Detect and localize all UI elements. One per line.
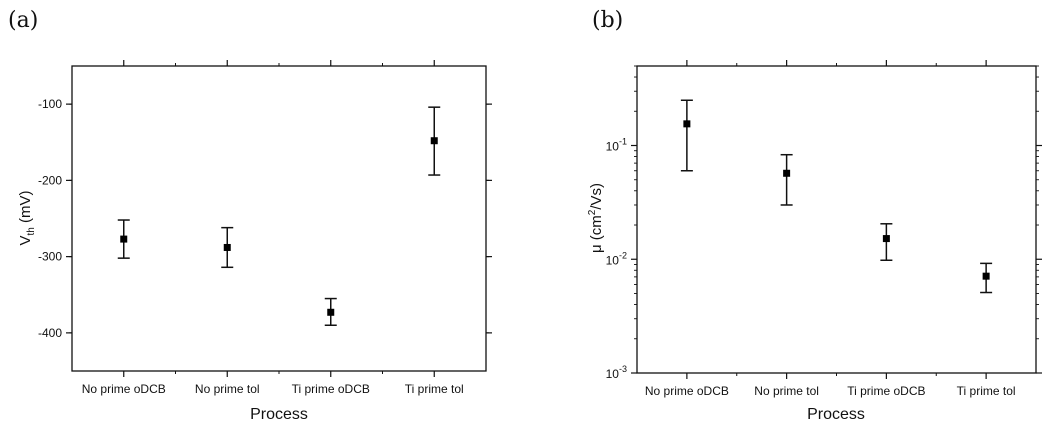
x-tick-label: No prime oDCB [645,384,729,398]
chart-b-y-axis-title: μ (cm2/Vs) [587,183,605,253]
y-tick-label: -300 [38,250,62,264]
y-tick-label-base: 10 [606,367,620,381]
y-tick-label: 10-2 [606,250,627,267]
y-tick-label-base: 10 [606,140,620,154]
y-tick-label: -400 [38,326,62,340]
chart-a-y-axis-title: Vth (mV) [17,190,37,245]
chart-a: No prime oDCB No prime tol Ti prime oDCB Ti… [38,60,492,396]
y-tick-label-exponent: -1 [619,137,627,147]
x-tick-label: Ti prime oDCB [847,384,925,398]
panel-label-b: (b) [592,8,624,33]
x-tick-label: No prime tol [195,382,260,396]
y-tick-label: -100 [38,97,62,111]
data-point [683,120,691,128]
y-tick-label: 10-1 [606,137,627,154]
y-tick-label-exponent: -2 [619,250,627,260]
chart-b-plot-frame [636,65,1037,374]
data-point [882,235,890,243]
data-point [223,243,231,251]
data-point [982,272,990,280]
data-point [783,169,791,177]
y-tick-label: -200 [38,173,62,187]
chart-a-plot-frame [71,65,487,372]
chart-b: No prime oDCB No prime tol Ti prime oDCB Ti… [606,60,1042,398]
y-tick-label-base: 10 [606,253,620,267]
x-tick-label: Ti prime tol [957,384,1016,398]
data-point [430,137,438,145]
data-point [327,308,335,316]
x-tick-label: Ti prime oDCB [292,382,370,396]
y-tick-label: 10-3 [606,364,627,381]
y-tick-label-exponent: -3 [619,364,627,374]
chart-a-x-axis-title: Process [250,406,308,423]
x-tick-label: No prime tol [754,384,819,398]
x-tick-label: Ti prime tol [405,382,464,396]
chart-b-x-axis-title: Process [807,406,865,423]
panel-label-a: (a) [8,8,39,33]
data-point [120,235,128,243]
x-tick-label: No prime oDCB [82,382,166,396]
